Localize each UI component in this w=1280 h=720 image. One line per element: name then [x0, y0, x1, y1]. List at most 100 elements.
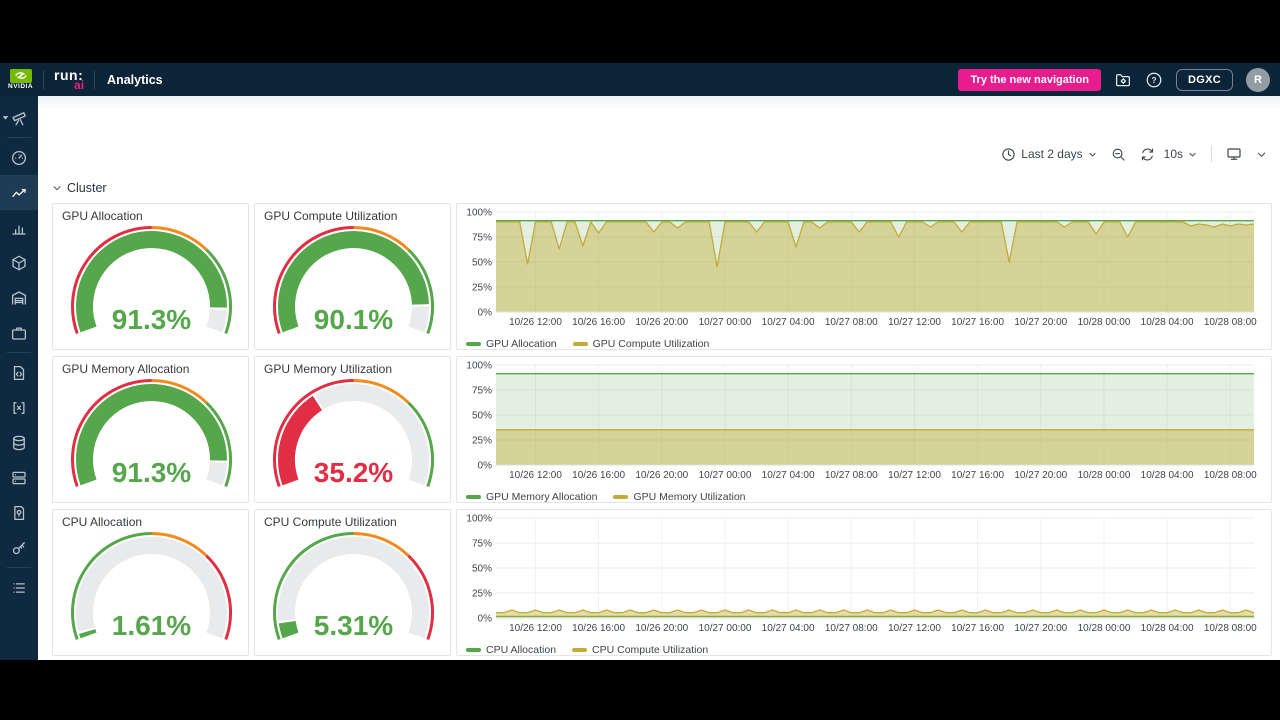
sidebar-item-analytics[interactable]	[0, 175, 38, 210]
folder-gear-icon[interactable]	[1114, 71, 1132, 89]
org-selector-button[interactable]: DGXC	[1176, 68, 1233, 91]
doc-pin-icon	[14, 505, 25, 520]
legend-item[interactable]: GPU Memory Utilization	[613, 491, 746, 502]
svg-text:10/27 16:00: 10/27 16:00	[951, 623, 1004, 634]
svg-text:0%: 0%	[478, 308, 493, 319]
chart-panel: 0% 25% 50% 75% 100% 10/26 12:00 10/26 16:00 10/…	[456, 356, 1272, 503]
gauge-title: CPU Allocation	[62, 515, 143, 529]
svg-text:10/26 20:00: 10/26 20:00	[635, 470, 688, 481]
svg-text:10/27 04:00: 10/27 04:00	[762, 317, 815, 328]
gauge-chart: 5.31%	[273, 532, 435, 641]
toolbar-expand-button[interactable]	[1251, 147, 1272, 162]
svg-text:?: ?	[1151, 76, 1156, 85]
svg-text:10/27 12:00: 10/27 12:00	[888, 470, 941, 481]
zoom-out-button[interactable]	[1106, 145, 1131, 164]
sidebar-separator	[7, 567, 31, 568]
svg-text:10/28 04:00: 10/28 04:00	[1141, 317, 1194, 328]
refresh-interval-picker[interactable]: 10s	[1164, 145, 1202, 163]
sidebar-item-telescope[interactable]	[0, 100, 38, 135]
legend-item[interactable]: GPU Compute Utilization	[572, 338, 709, 349]
sidebar-item-rack[interactable]	[0, 570, 38, 605]
svg-text:10/27 00:00: 10/27 00:00	[699, 317, 752, 328]
refresh-icon	[1141, 148, 1153, 160]
svg-text:100%: 100%	[466, 208, 492, 219]
svg-text:25%: 25%	[472, 283, 492, 294]
svg-text:10/27 08:00: 10/27 08:00	[825, 470, 878, 481]
svg-text:10/28 00:00: 10/28 00:00	[1078, 317, 1131, 328]
legend-item[interactable]: GPU Memory Allocation	[466, 491, 597, 502]
svg-text:75%: 75%	[472, 539, 492, 550]
gauge-panel: GPU Memory Utilization 35.2%	[254, 356, 451, 503]
chart-panel: 0% 25% 50% 75% 100% 10/26 12:00 10/26 16:00 10/…	[456, 509, 1272, 656]
svg-text:10/27 08:00: 10/27 08:00	[825, 317, 878, 328]
sidebar-item-depot[interactable]	[0, 280, 38, 315]
legend-item[interactable]: GPU Allocation	[466, 338, 557, 349]
letterbox-top	[0, 0, 1280, 63]
code-brackets-icon	[13, 401, 25, 414]
gauge-title: GPU Memory Utilization	[264, 362, 393, 376]
svg-text:10/27 00:00: 10/27 00:00	[699, 470, 752, 481]
refresh-interval-label: 10s	[1163, 147, 1183, 161]
timeseries-chart: 0% 25% 50% 75% 100% 10/26 12:00 10/26 16:00 10/…	[466, 514, 1257, 635]
runai-logo: run: ai	[54, 67, 85, 92]
top-navbar: NVIDIA run: ai Analytics Try the new nav…	[0, 63, 1280, 96]
svg-text:10/27 00:00: 10/27 00:00	[699, 623, 752, 634]
try-new-navigation-button[interactable]: Try the new navigation	[958, 68, 1102, 91]
cluster-section-toggle[interactable]: Cluster	[52, 181, 172, 195]
svg-text:10/27 04:00: 10/27 04:00	[762, 623, 815, 634]
sidebar-item-bar-chart[interactable]	[0, 210, 38, 245]
svg-text:10/27 16:00: 10/27 16:00	[951, 470, 1004, 481]
user-avatar[interactable]: R	[1246, 67, 1270, 92]
refresh-button[interactable]	[1135, 145, 1160, 164]
gauge-chart: 90.1%	[273, 226, 435, 335]
gauge-title: GPU Compute Utilization	[264, 209, 398, 223]
servers-icon	[12, 471, 26, 484]
database-icon	[13, 435, 25, 450]
sidebar-item-cube[interactable]	[0, 245, 38, 280]
timeseries-chart: 0% 25% 50% 75% 100% 10/26 12:00 10/26 16:00 10/…	[466, 208, 1257, 329]
briefcase-icon	[11, 326, 27, 340]
svg-text:10/27 04:00: 10/27 04:00	[762, 470, 815, 481]
svg-text:10/27 16:00: 10/27 16:00	[951, 317, 1004, 328]
sidebar-item-file-code[interactable]	[0, 355, 38, 390]
zoom-out-icon	[1112, 148, 1125, 161]
gauge-chart: 1.61%	[71, 532, 233, 641]
svg-text:10/28 00:00: 10/28 00:00	[1078, 470, 1131, 481]
chevron-down-icon	[1189, 152, 1196, 157]
chart-legend: CPU Allocation CPU Compute Utilization	[466, 642, 1268, 655]
gauge-panel: CPU Allocation 1.61%	[52, 509, 249, 656]
rack-icon	[13, 582, 25, 593]
sidebar-item-doc-pin[interactable]	[0, 495, 38, 530]
svg-text:10/26 16:00: 10/26 16:00	[572, 623, 625, 634]
sidebar-item-code-brackets[interactable]	[0, 390, 38, 425]
svg-text:10/27 08:00: 10/27 08:00	[825, 623, 878, 634]
svg-text:75%: 75%	[472, 233, 492, 244]
display-mode-button[interactable]	[1221, 144, 1247, 164]
gauge-value: 90.1%	[314, 304, 393, 335]
sidebar-item-database[interactable]	[0, 425, 38, 460]
timeseries-chart: 0% 25% 50% 75% 100% 10/26 12:00 10/26 16:00 10/…	[466, 361, 1257, 482]
help-icon[interactable]: ?	[1145, 71, 1163, 89]
legend-item[interactable]: CPU Compute Utilization	[572, 644, 708, 655]
sidebar-item-dashboard[interactable]	[0, 140, 38, 175]
gauge-value: 5.31%	[314, 610, 393, 641]
sidebar-item-servers[interactable]	[0, 460, 38, 495]
svg-text:10/27 20:00: 10/27 20:00	[1014, 317, 1067, 328]
svg-text:100%: 100%	[466, 514, 492, 525]
dashboard-toolbar: Last 2 days 10s	[52, 143, 1272, 165]
gauge-chart: 91.3%	[71, 379, 233, 488]
file-code-icon	[13, 365, 25, 380]
sidebar-item-briefcase[interactable]	[0, 315, 38, 350]
caret-down-icon	[2, 114, 9, 121]
chart-legend: GPU Allocation GPU Compute Utilization	[466, 336, 1268, 349]
sidebar-separator	[7, 137, 31, 138]
legend-item[interactable]: CPU Allocation	[466, 644, 556, 655]
dashboard-icon	[11, 150, 27, 165]
monitor-icon	[1227, 148, 1241, 160]
sidebar-item-key[interactable]	[0, 530, 38, 565]
svg-text:25%: 25%	[472, 589, 492, 600]
time-range-picker[interactable]: Last 2 days	[996, 145, 1101, 164]
app-body: Last 2 days 10s	[0, 96, 1280, 660]
svg-text:10/26 20:00: 10/26 20:00	[635, 317, 688, 328]
svg-text:100%: 100%	[466, 361, 492, 372]
